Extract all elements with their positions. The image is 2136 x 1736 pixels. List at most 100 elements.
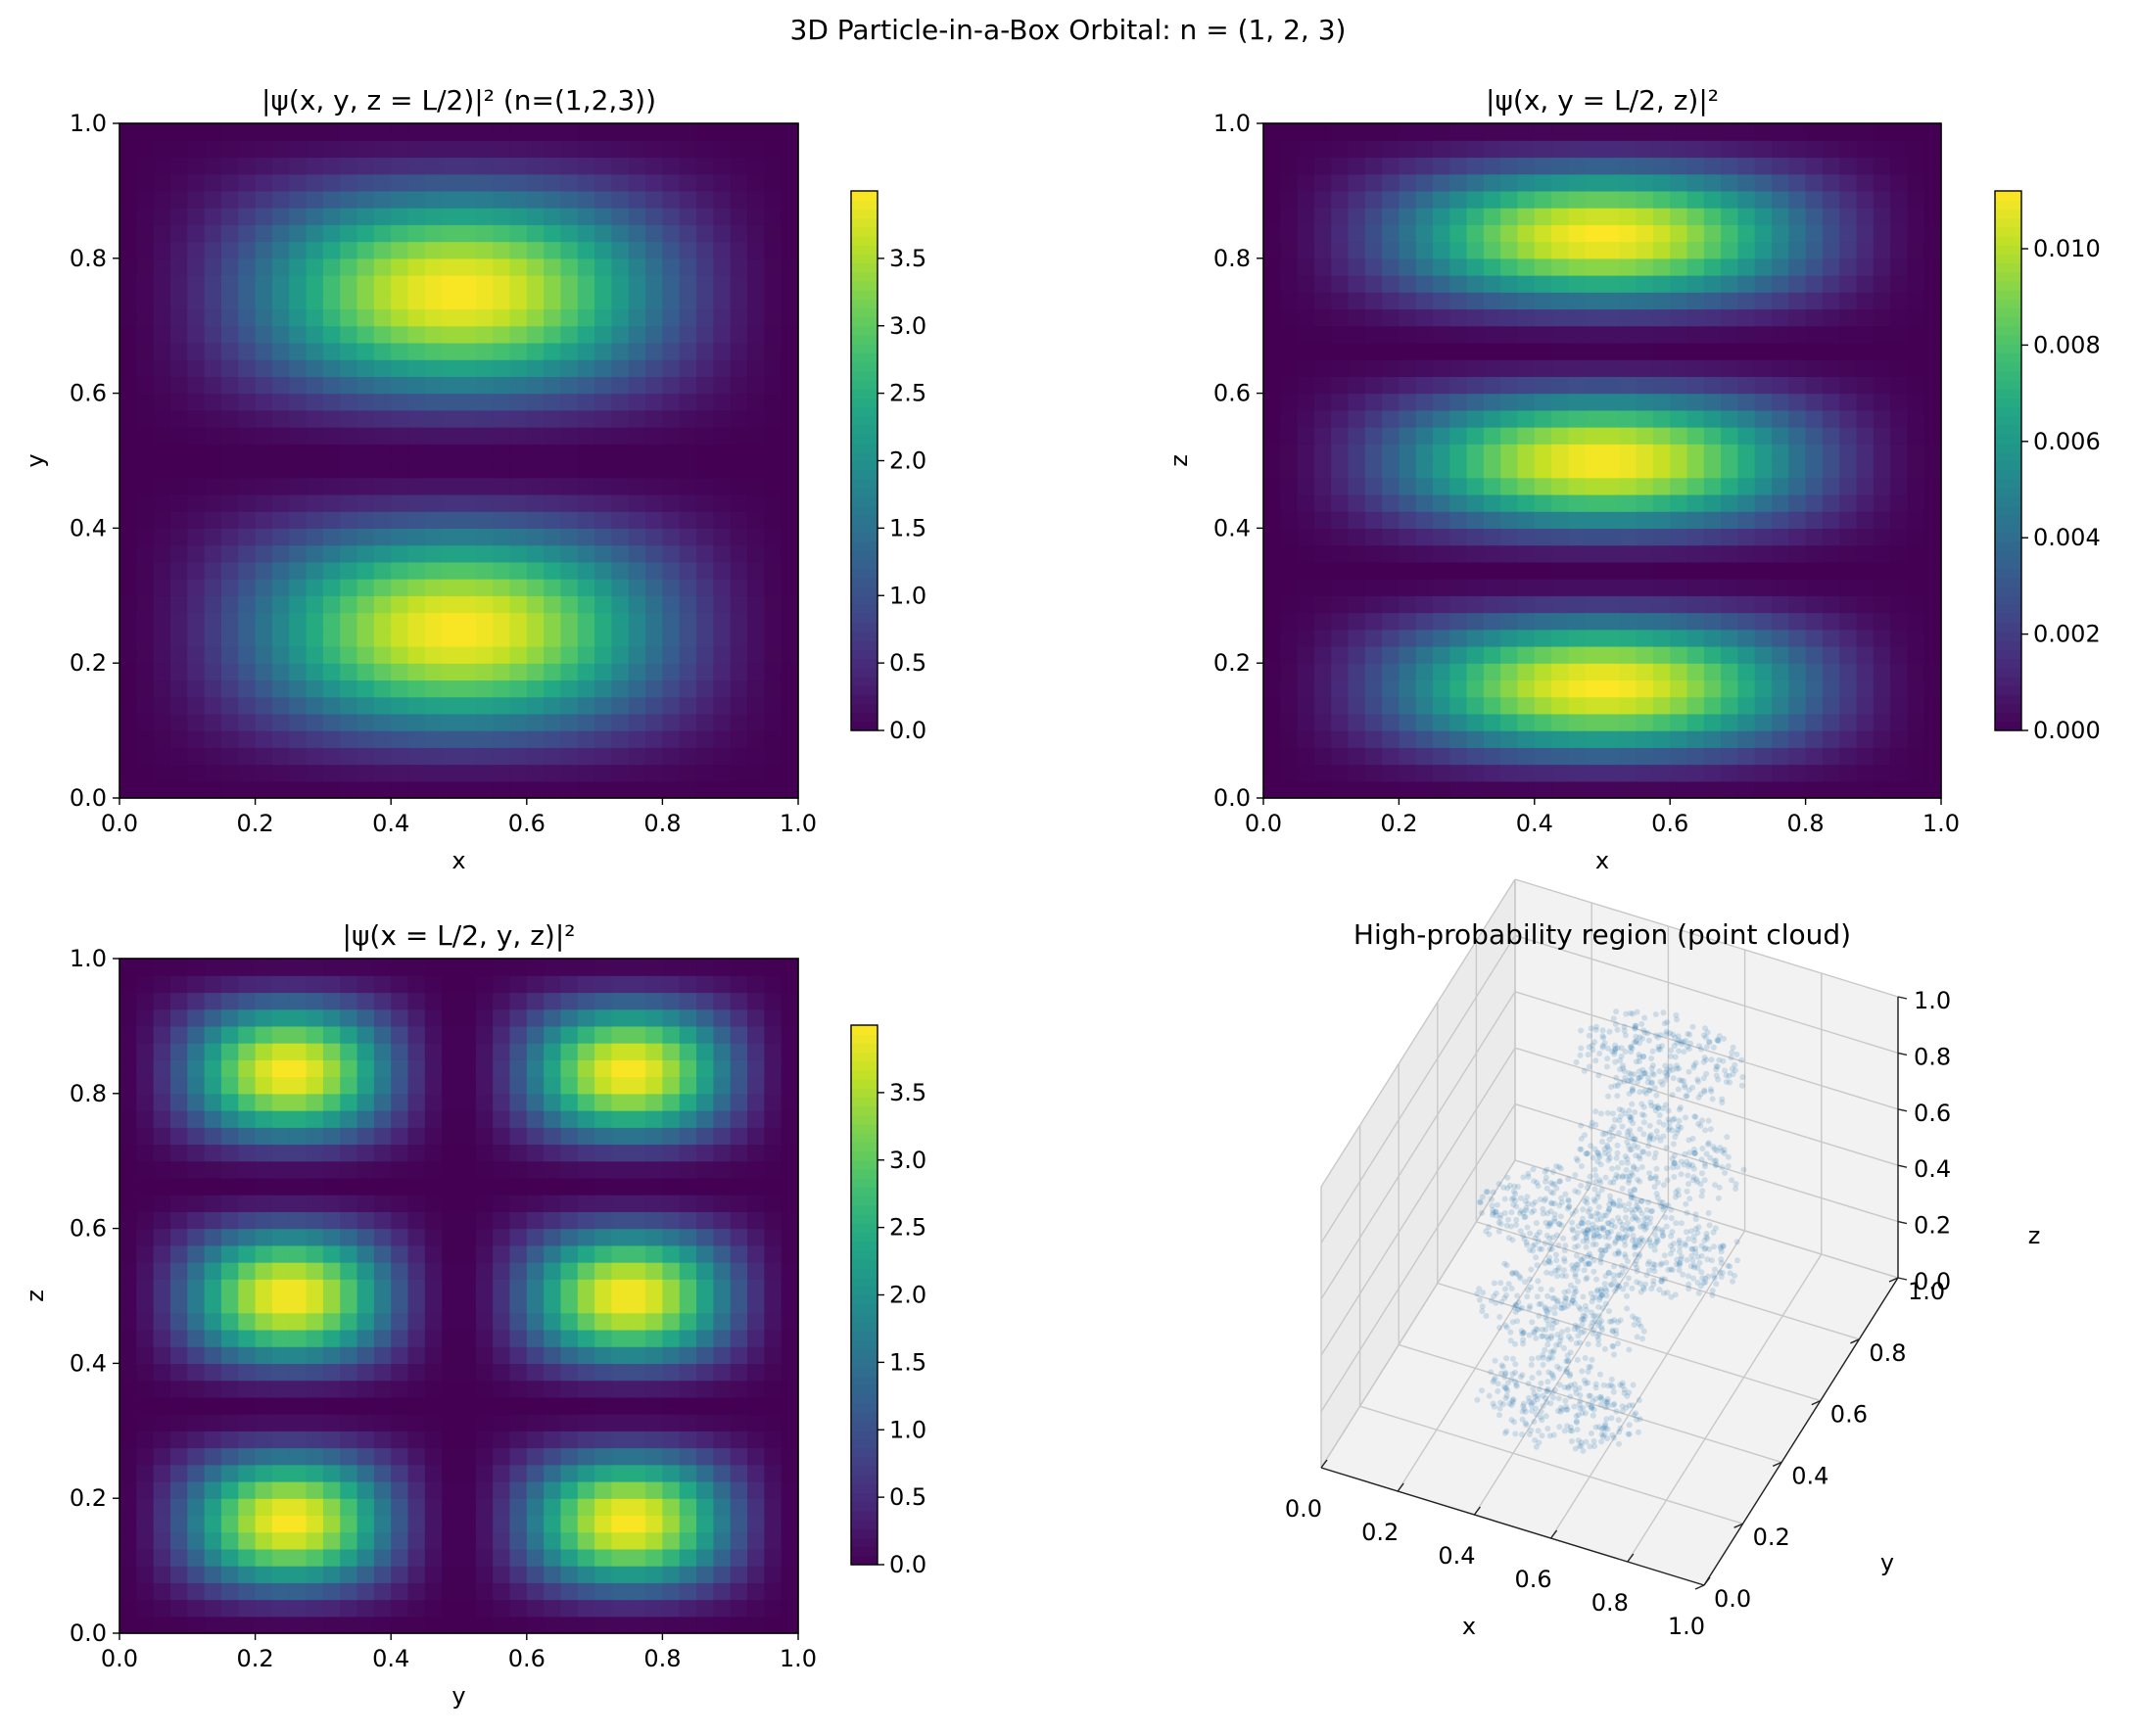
heatmap-cell xyxy=(220,460,239,479)
heatmap-cell xyxy=(1280,663,1299,681)
heatmap-cell xyxy=(493,1363,511,1382)
heatmap-cell xyxy=(509,1195,528,1212)
heatmap-cell xyxy=(356,1076,375,1095)
heatmap-cell xyxy=(424,1025,443,1044)
heatmap-cell xyxy=(475,696,494,715)
heatmap-cell xyxy=(1670,477,1688,495)
heatmap-cell xyxy=(391,629,409,647)
heatmap-cell xyxy=(1500,645,1519,664)
heatmap-cell xyxy=(1822,241,1840,259)
heatmap-cell xyxy=(169,208,188,225)
heatmap-cell xyxy=(1415,595,1434,614)
heatmap-cell xyxy=(747,1346,765,1364)
colorbar-segment xyxy=(1995,280,2021,291)
heatmap-cell xyxy=(442,1329,460,1347)
heatmap-cell xyxy=(289,427,308,445)
heatmap-cell xyxy=(442,444,460,462)
heatmap-cell xyxy=(1907,325,1925,344)
colorbar-segment xyxy=(851,299,878,308)
heatmap-cell xyxy=(628,561,646,580)
heatmap-cell xyxy=(1568,258,1587,276)
heatmap-cell xyxy=(220,275,239,293)
heatmap-cell xyxy=(493,680,511,698)
heatmap-cell xyxy=(356,173,375,192)
heatmap-cell xyxy=(747,730,765,748)
heatmap-cell xyxy=(679,1009,697,1027)
heatmap-cell xyxy=(560,1380,579,1398)
colorbar-tick-label: 0.010 xyxy=(2033,235,2101,262)
heatmap-cell xyxy=(119,1531,137,1550)
heatmap-cell xyxy=(611,308,630,327)
heatmap-cell xyxy=(255,409,273,428)
heatmap-cell xyxy=(169,780,188,799)
heatmap-cell xyxy=(628,460,646,479)
heatmap-cell xyxy=(187,1480,206,1499)
heatmap-cell xyxy=(187,460,206,479)
heatmap-cell xyxy=(544,1447,562,1466)
heatmap-cell xyxy=(1348,325,1366,344)
heatmap-cell xyxy=(747,1076,765,1095)
heatmap-cell xyxy=(594,460,613,479)
heatmap-cell xyxy=(306,1228,324,1246)
heatmap-cell xyxy=(238,1025,257,1044)
heatmap-cell xyxy=(1619,308,1638,327)
heatmap-cell xyxy=(322,747,341,766)
heatmap-cell xyxy=(577,1582,595,1601)
heatmap-cell xyxy=(1873,275,1891,293)
heatmap-cell xyxy=(407,1329,426,1347)
heatmap-cell xyxy=(442,140,460,159)
heatmap-cell xyxy=(509,1160,528,1179)
colorbar-segment xyxy=(1995,541,2021,551)
heatmap-cell xyxy=(475,645,494,664)
heatmap-cell xyxy=(169,511,188,529)
heatmap-cell xyxy=(391,444,409,462)
heatmap-cell xyxy=(391,241,409,259)
heatmap-cell xyxy=(509,713,528,731)
heatmap-cell xyxy=(220,409,239,428)
heatmap-cell xyxy=(1415,645,1434,664)
heatmap-cell xyxy=(1331,224,1350,243)
heatmap-cell xyxy=(1313,780,1332,799)
heatmap-cell xyxy=(220,1144,239,1162)
heatmap-cell xyxy=(544,1144,562,1162)
heatmap-cell xyxy=(119,1244,137,1263)
heatmap-cell xyxy=(594,1043,613,1060)
heatmap-cell xyxy=(238,1177,257,1196)
heatmap-cell xyxy=(220,393,239,411)
heatmap-cell xyxy=(1788,511,1807,529)
heatmap-cell xyxy=(1382,292,1400,310)
heatmap-cell xyxy=(1399,629,1417,647)
heatmap-cell xyxy=(1856,780,1875,799)
heatmap-cell xyxy=(119,477,137,495)
heatmap-cell xyxy=(458,1160,477,1179)
heatmap-cell xyxy=(594,561,613,580)
heatmap-cell xyxy=(220,1244,239,1263)
heatmap-cell xyxy=(594,325,613,344)
heatmap-cell xyxy=(306,544,324,563)
heatmap-cell xyxy=(560,1211,579,1230)
heatmap-cell xyxy=(136,140,155,159)
heatmap-cell xyxy=(662,1009,681,1027)
heatmap-cell xyxy=(1652,427,1671,445)
heatmap-cell xyxy=(1263,645,1281,664)
heatmap-cell xyxy=(271,460,290,479)
heatmap-cell xyxy=(696,140,714,159)
heatmap-cell xyxy=(424,1447,443,1466)
heatmap-cell xyxy=(696,1380,714,1398)
heatmap-cell xyxy=(1873,376,1891,395)
heatmap-cell xyxy=(1670,493,1688,512)
heatmap-cell xyxy=(1686,579,1705,596)
heatmap-cell xyxy=(679,190,697,209)
heatmap-cell xyxy=(1433,224,1450,243)
heatmap-cell xyxy=(373,258,392,276)
heatmap-cell xyxy=(1619,140,1638,159)
heatmap-cell xyxy=(204,1279,222,1297)
heatmap-cell xyxy=(238,460,257,479)
heatmap-cell xyxy=(764,1566,783,1583)
heatmap-cell xyxy=(238,663,257,681)
heatmap-cell xyxy=(373,612,392,631)
heatmap-cell xyxy=(119,629,137,647)
heatmap-cell xyxy=(1890,663,1908,681)
heatmap-cell xyxy=(1721,680,1738,698)
heatmap-cell xyxy=(509,959,528,976)
